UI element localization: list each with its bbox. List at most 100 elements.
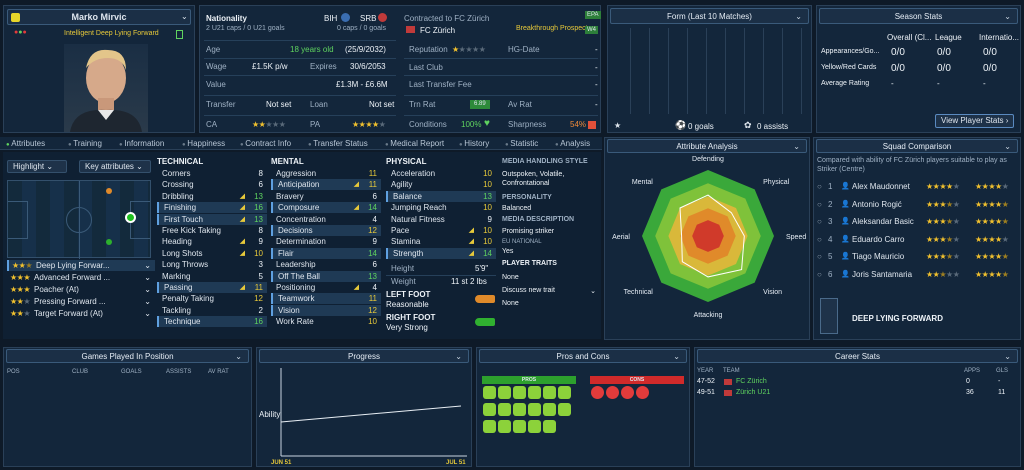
squad-player-name[interactable]: Eduardo Carro [852, 234, 905, 244]
squad-player-name[interactable]: Tiago Mauricio [852, 252, 905, 261]
attribute-value: 11 [368, 180, 377, 190]
squad-row[interactable]: ○ 2 👤 Antonio Rogić ★★★★★ ★★★★★ [814, 197, 1022, 212]
player-role-label: Intelligent Deep Lying Forward [64, 30, 159, 37]
role-row[interactable]: ★★★ Pressing Forward ... ⌄ [7, 296, 155, 307]
tab-contract-info[interactable]: ● Contract Info [240, 137, 291, 150]
compare-radio-icon[interactable]: ○ [817, 217, 822, 226]
season-title: Season Stats [894, 12, 943, 21]
career-apps: 36 [966, 389, 974, 396]
career-year: 49-51 [697, 389, 715, 396]
attribute-value: 10 [368, 317, 377, 327]
role-name: Deep Lying Forwar... [36, 261, 110, 270]
tab-statistic[interactable]: ● Statistic [505, 137, 538, 150]
attribute-row: Marking 5 [157, 271, 267, 282]
chevron-down-icon[interactable]: ⌄ [144, 273, 151, 282]
career-team[interactable]: Zürich U21 [736, 389, 771, 396]
analysis-title: Attribute Analysis [676, 142, 738, 151]
squad-title: Squad Comparison [882, 142, 952, 151]
tab-happiness[interactable]: ● Happiness [182, 137, 225, 150]
attribute-radar: Defending Physical Speed Vision Attacking Tec… [612, 156, 806, 319]
left-foot-label: LEFT FOOT [386, 290, 431, 299]
role-row[interactable]: ★★★ Deep Lying Forwar... ⌄ [7, 260, 155, 271]
highlight-dropdown[interactable]: Highlight ⌄ [7, 160, 67, 173]
attribute-value: 10 [483, 180, 492, 190]
chevron-down-icon[interactable]: ⌄ [235, 352, 242, 361]
caps-text-2: 0 caps / 0 goals [337, 25, 387, 32]
squad-potential-stars: ★★★★★ [975, 269, 1009, 279]
attribute-row: Heading ◢ 9 [157, 236, 267, 247]
squad-player-name[interactable]: Joris Santamaria [852, 269, 913, 279]
view-player-stats-button[interactable]: View Player Stats › [935, 114, 1015, 128]
chevron-down-icon[interactable]: ⌄ [1004, 352, 1011, 361]
chevron-down-icon[interactable]: ⌄ [793, 142, 800, 151]
club-flag-icon [406, 26, 415, 33]
role-row[interactable]: ★★★ Advanced Forward ... ⌄ [7, 272, 155, 283]
compare-radio-icon[interactable]: ○ [817, 269, 822, 279]
squad-player-name[interactable]: Antonio Rogić [852, 199, 902, 209]
squad-row[interactable]: ○ 3 👤 Aleksandar Basic ★★★★★ ★★★★★ [814, 214, 1022, 229]
club-name[interactable]: FC Zürich [420, 26, 456, 35]
chevron-down-icon[interactable]: ⌄ [181, 12, 188, 21]
tab-information[interactable]: ● Information [119, 137, 164, 150]
left-boot-icon [475, 295, 495, 303]
squad-potential-stars: ★★★★★ [975, 234, 1009, 244]
tab-analysis[interactable]: ● Analysis [555, 137, 590, 150]
role-row[interactable]: ★★★ Poacher (At) ⌄ [7, 284, 155, 295]
tab-label: Statistic [510, 139, 539, 148]
compare-radio-icon[interactable]: ○ [817, 182, 822, 191]
squad-row[interactable]: ○ 5 👤 Tiago Mauricio ★★★★★ ★★★★★ [814, 249, 1022, 264]
chevron-down-icon[interactable]: ⌄ [144, 261, 151, 270]
chevron-down-icon[interactable]: ⌄ [144, 309, 151, 318]
tab-attributes[interactable]: ● Attributes [6, 137, 45, 150]
squad-current-stars: ★★★★★ [926, 234, 960, 244]
attribute-row: Decisions 12 [271, 225, 381, 236]
attribute-value: 4 [372, 283, 377, 292]
tab-history[interactable]: ● History [459, 137, 489, 150]
squad-player-name[interactable]: Alex Maudonnet [852, 182, 910, 191]
tab-training[interactable]: ● Training [68, 137, 102, 150]
compare-radio-icon[interactable]: ○ [817, 252, 822, 261]
squad-row[interactable]: ○ 4 👤 Eduardo Carro ★★★★★ ★★★★★ [814, 232, 1022, 247]
squad-row[interactable]: ○ 6 👤 Joris Santamaria ★★★★★ ★★★★★ [814, 267, 1022, 282]
cons-header: CONS [590, 376, 684, 384]
career-team[interactable]: FC Zürich [736, 378, 767, 385]
mental-title: MENTAL [271, 157, 304, 166]
flag-icon-2 [378, 13, 387, 22]
traits-value-2: None [502, 300, 519, 307]
compare-radio-icon[interactable]: ○ [817, 234, 822, 244]
chevron-down-icon[interactable]: ⌄ [1004, 12, 1011, 21]
chevron-down-icon[interactable]: ⌄ [795, 12, 802, 21]
weight-label: Weight [391, 277, 416, 286]
attribute-value: 10 [483, 169, 492, 178]
assist-icon: ✿ [744, 120, 752, 130]
discuss-trait-dropdown[interactable]: Discuss new trait ⌄ [502, 287, 596, 295]
trend-arrow-icon: ◢ [468, 227, 474, 234]
attribute-row: Acceleration 10 [386, 168, 496, 179]
chevron-down-icon[interactable]: ⌄ [144, 297, 151, 306]
technical-title: TECHNICAL [157, 157, 204, 166]
attribute-name: Strength [393, 248, 424, 258]
role-row[interactable]: ★★★ Target Forward (At) ⌄ [7, 308, 155, 319]
season-row-value: 0/0 [983, 47, 997, 58]
compare-radio-icon[interactable]: ○ [817, 199, 822, 209]
chevron-down-icon[interactable]: ⌄ [455, 352, 462, 361]
attribute-name: Decisions [278, 226, 313, 235]
star-icon: ★ [614, 121, 622, 130]
bookmark-icon[interactable] [176, 30, 183, 39]
chevron-down-icon[interactable]: ⌄ [1004, 142, 1011, 151]
attribute-value: 14 [483, 248, 492, 258]
chevron-down-icon[interactable]: ⌄ [144, 285, 151, 294]
squad-player-name[interactable]: Aleksandar Basic [852, 217, 914, 226]
player-name-bar[interactable]: Marko Mirvic [7, 9, 191, 25]
side-badge-a: EPA [585, 11, 601, 19]
tab-transfer-status[interactable]: ● Transfer Status [308, 137, 368, 150]
attribute-name: Tackling [162, 305, 191, 315]
attribute-row: Natural Fitness 9 [386, 214, 496, 225]
radar-band [692, 220, 724, 252]
squad-current-stars: ★★★★★ [926, 199, 960, 209]
chevron-down-icon[interactable]: ⌄ [673, 352, 680, 361]
key-attributes-dropdown[interactable]: Key attributes ⌄ [79, 160, 151, 173]
tab-label: Transfer Status [313, 139, 368, 148]
tab-medical-report[interactable]: ● Medical Report [385, 137, 444, 150]
squad-row[interactable]: ○ 1 👤 Alex Maudonnet ★★★★★ ★★★★★ [814, 179, 1022, 194]
